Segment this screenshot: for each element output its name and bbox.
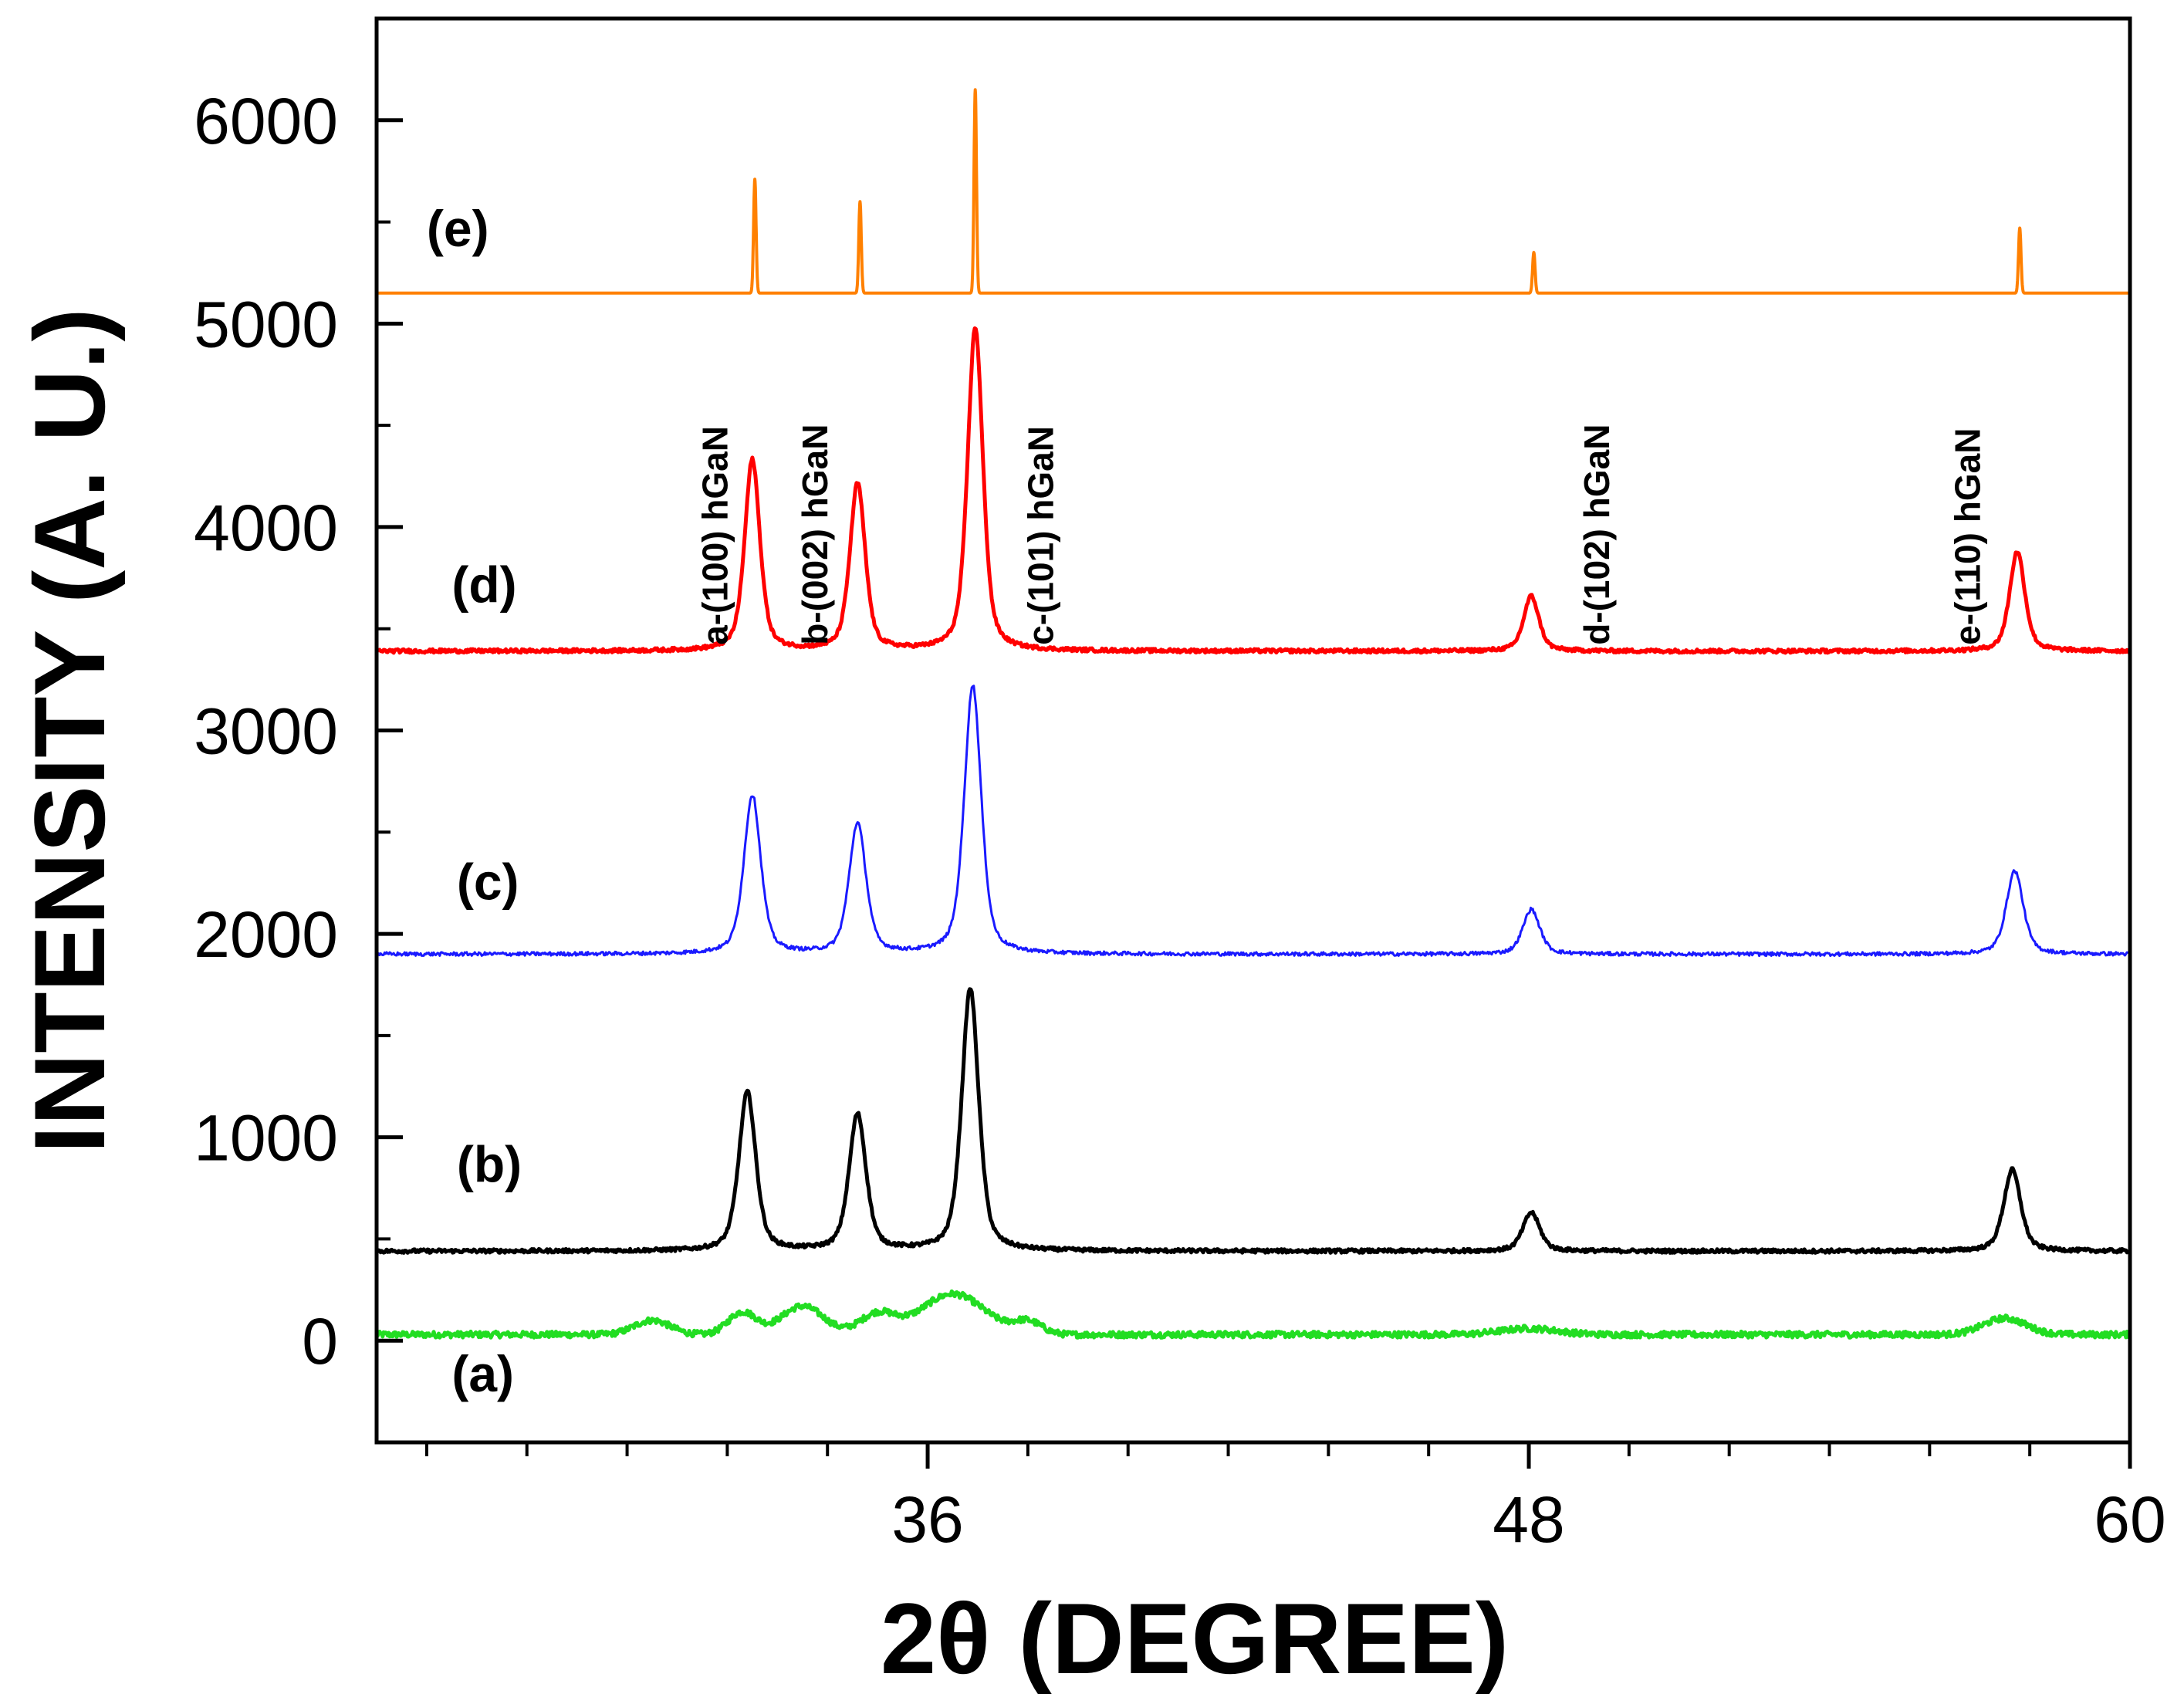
x-tick-label: 60: [2094, 1483, 2165, 1556]
ticks-layer: [377, 118, 2132, 1469]
y-axis-title: INTENSITY (A. U.): [13, 308, 126, 1153]
y-tick-label: 0: [302, 1305, 338, 1378]
series-label: (d): [451, 556, 516, 613]
x-tick-label: 48: [1493, 1483, 1564, 1556]
series-line-e: [377, 88, 2130, 295]
peak-annotation: d-(102) hGaN: [1577, 424, 1617, 645]
series-label: (b): [457, 1136, 522, 1193]
plot-frame: [374, 16, 2132, 1445]
series-line-c: [377, 685, 2130, 958]
series-line-d: [377, 326, 2130, 655]
x-axis-title: 2θ (DEGREE): [881, 1582, 1509, 1695]
peak-annotation: c-(101) hGaN: [1020, 426, 1060, 645]
y-tick-label: 4000: [194, 492, 338, 564]
y-tick-label: 6000: [194, 85, 338, 157]
series-label: (e): [427, 200, 489, 257]
y-tick-label: 2000: [194, 898, 338, 971]
labels-layer: 0 1000 2000 3000 4000 5000 6000 36 48 60 (a) (b) (c)…: [194, 85, 2166, 1556]
y-tick-label: 5000: [194, 288, 338, 360]
series-label: (c): [457, 853, 519, 910]
series-layer: [377, 88, 2130, 1340]
peak-annotation: b-(002) hGaN: [795, 424, 835, 645]
y-tick-label: 1000: [194, 1102, 338, 1175]
peak-annotation: e-(110) hGaN: [1947, 428, 1987, 645]
y-tick-label: 3000: [194, 695, 338, 768]
x-tick-label: 36: [891, 1483, 963, 1556]
series-label: (a): [451, 1345, 514, 1402]
peak-annotation: a-(100) hGaN: [695, 426, 735, 645]
series-line-a: [377, 1289, 2130, 1340]
series-line-b: [377, 987, 2130, 1255]
